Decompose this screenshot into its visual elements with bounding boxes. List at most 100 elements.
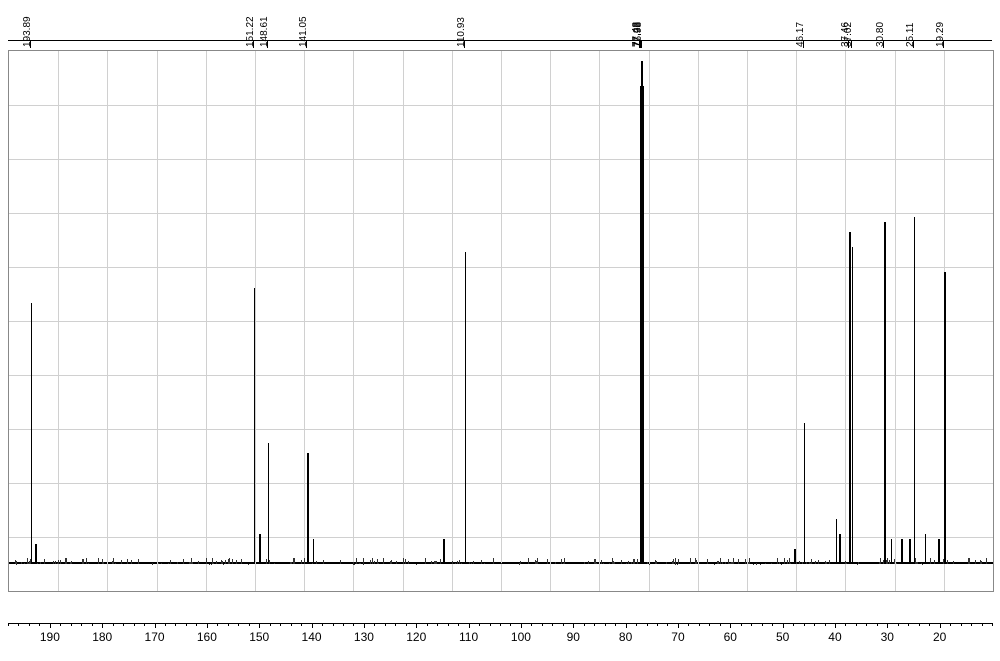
noise	[547, 559, 548, 564]
axis-tick-minor	[542, 623, 543, 626]
nmr-peak	[901, 539, 903, 564]
noise	[596, 563, 597, 564]
noise	[455, 563, 456, 564]
noise	[168, 563, 169, 564]
noise	[528, 558, 529, 564]
noise	[86, 558, 87, 564]
axis-tick-minor	[238, 623, 239, 626]
axis-tick-major	[50, 623, 51, 628]
noise	[612, 561, 613, 564]
noise	[236, 560, 237, 564]
noise	[121, 560, 122, 564]
peak-label: 141.05	[298, 16, 309, 47]
axis-tick-minor	[866, 623, 867, 626]
axis-tick-minor	[186, 623, 187, 626]
noise	[471, 563, 472, 564]
noise	[425, 558, 426, 564]
nmr-peak	[642, 86, 644, 564]
axis-tick-minor	[437, 623, 438, 626]
noise	[799, 561, 800, 564]
noise	[609, 563, 610, 564]
noise	[555, 562, 556, 564]
noise	[584, 563, 585, 564]
noise	[748, 562, 749, 564]
axis-tick-major	[364, 623, 365, 628]
axis-tick-minor	[144, 623, 145, 626]
axis-tick-minor	[406, 623, 407, 626]
noise	[720, 558, 721, 564]
nmr-spectrum-chart: 193.89151.22148.61141.05110.9377.4877.23…	[0, 0, 1000, 661]
noise	[363, 558, 364, 564]
noise	[469, 562, 470, 564]
noise	[403, 558, 404, 564]
axis-tick-minor	[81, 623, 82, 626]
noise	[222, 561, 223, 564]
noise	[229, 558, 230, 564]
nmr-peak	[839, 534, 841, 564]
noise	[975, 560, 976, 564]
axis-tick-minor	[793, 623, 794, 626]
axis-tick-minor	[18, 623, 19, 626]
noise	[37, 563, 38, 564]
axis-tick-minor	[458, 623, 459, 626]
noise	[845, 561, 846, 564]
noise	[27, 558, 28, 564]
axis-tick-minor	[490, 623, 491, 626]
axis-tick-minor	[217, 623, 218, 626]
noise	[216, 561, 217, 564]
axis-tick-minor	[385, 623, 386, 626]
noise	[806, 562, 807, 564]
axis-tick-minor	[374, 623, 375, 626]
noise	[784, 558, 785, 564]
noise	[655, 560, 656, 564]
noise	[969, 558, 970, 564]
axis-tick-minor	[196, 623, 197, 626]
noise	[879, 562, 880, 564]
axis-tick-major	[940, 623, 941, 628]
noise	[633, 559, 634, 564]
axis-tick-minor	[175, 623, 176, 626]
peak-label: 19.29	[935, 22, 946, 47]
noise	[947, 560, 948, 564]
noise	[826, 562, 827, 565]
noise	[15, 560, 16, 564]
axis-tick-minor	[615, 623, 616, 626]
axis-tick-major	[626, 623, 627, 628]
axis-tick-major	[521, 623, 522, 628]
peak-label: 46.17	[795, 22, 806, 47]
noise	[431, 561, 432, 564]
noise	[103, 562, 104, 564]
axis-tick-minor	[804, 623, 805, 626]
noise	[690, 558, 691, 564]
axis-tick-minor	[29, 623, 30, 626]
noise	[408, 561, 409, 564]
nmr-peak	[852, 247, 854, 564]
noise	[717, 561, 718, 565]
axis-tick-label: 60	[724, 630, 737, 644]
noise	[127, 559, 128, 564]
axis-tick-label: 30	[881, 630, 894, 644]
nmr-peak	[794, 549, 796, 564]
axis-tick-minor	[667, 623, 668, 626]
noise	[24, 563, 25, 565]
grid-line-horizontal	[9, 321, 993, 322]
noise	[886, 560, 887, 564]
axis-tick-minor	[71, 623, 72, 626]
noise	[225, 560, 226, 564]
noise	[396, 561, 397, 564]
noise	[70, 562, 71, 564]
noise	[57, 563, 58, 564]
noise	[626, 563, 627, 564]
axis-tick-minor	[950, 623, 951, 626]
grid-line-horizontal	[9, 537, 993, 538]
noise	[603, 563, 604, 564]
axis-tick-minor	[657, 623, 658, 626]
noise	[520, 561, 521, 564]
axis-tick-label: 170	[145, 630, 165, 644]
noise	[777, 558, 778, 564]
peak-label: 193.89	[22, 16, 33, 47]
plot-area	[8, 50, 994, 592]
noise	[810, 563, 811, 564]
axis-tick-label: 130	[354, 630, 374, 644]
axis-tick-minor	[531, 623, 532, 626]
